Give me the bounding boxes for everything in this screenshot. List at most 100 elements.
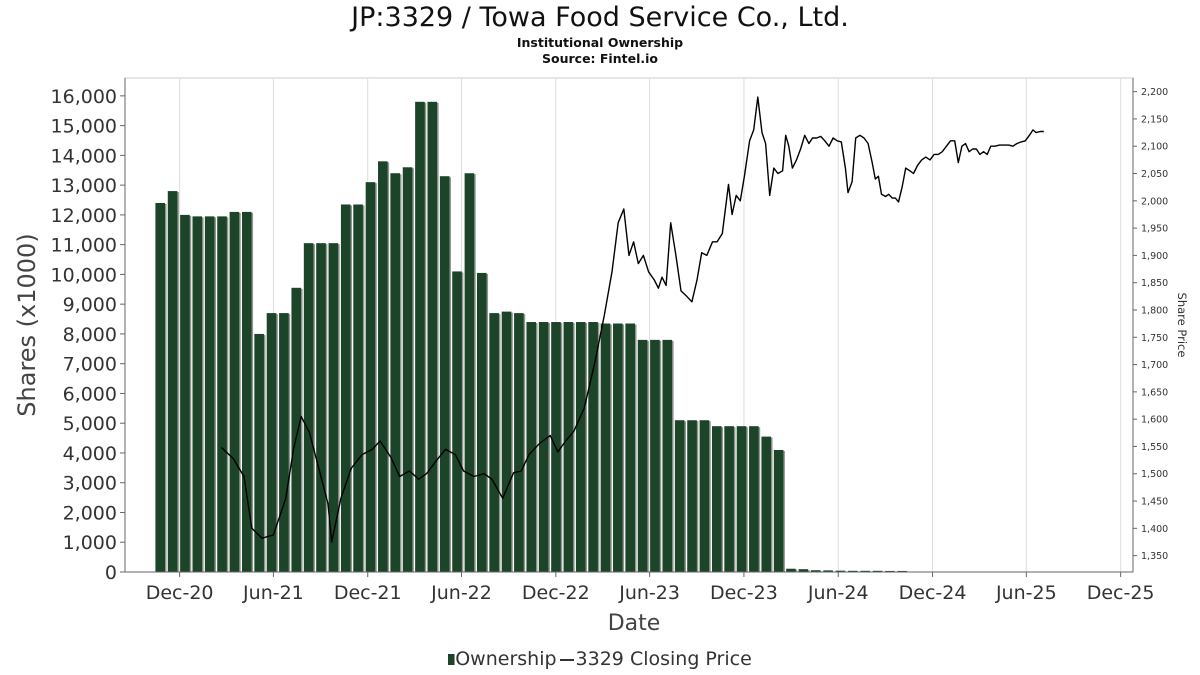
bar xyxy=(613,323,623,572)
bar xyxy=(588,322,598,572)
bar xyxy=(340,204,351,573)
y2-tick-label: 1,700 xyxy=(1141,360,1168,371)
y-tick-label: 4,000 xyxy=(63,443,117,465)
bar xyxy=(167,191,178,572)
y2-tick-label: 2,100 xyxy=(1141,142,1168,153)
y2-tick-label: 1,850 xyxy=(1141,278,1168,289)
bar xyxy=(835,570,846,572)
y-tick-label: 0 xyxy=(105,562,117,584)
bar xyxy=(810,570,821,572)
bar xyxy=(204,216,215,572)
bar xyxy=(155,202,166,572)
bar xyxy=(217,216,227,572)
y2-tick-label: 1,750 xyxy=(1141,333,1168,344)
bar xyxy=(353,204,363,573)
y2-tick-label: 1,350 xyxy=(1141,551,1168,562)
bar xyxy=(402,167,413,573)
y2-tick-label: 1,400 xyxy=(1141,524,1168,535)
bar xyxy=(736,426,747,572)
bar xyxy=(600,323,611,572)
bar xyxy=(254,333,264,572)
bar xyxy=(514,313,524,572)
y2-tick-label: 1,900 xyxy=(1141,251,1168,262)
bar xyxy=(180,214,190,572)
bar xyxy=(650,339,660,572)
bar xyxy=(427,101,438,573)
bar xyxy=(823,570,833,572)
bar xyxy=(749,426,759,572)
y-tick-label: 8,000 xyxy=(63,324,117,346)
y-tick-label: 1,000 xyxy=(63,532,117,554)
bar xyxy=(390,173,400,572)
x-axis-title: Date xyxy=(608,611,661,636)
x-tick-label: Dec-24 xyxy=(899,582,967,604)
y2-tick-label: 1,450 xyxy=(1141,497,1168,508)
legend-ownership-label: Ownership xyxy=(455,648,557,670)
bar xyxy=(662,339,673,572)
bar xyxy=(786,568,796,572)
y2-tick-label: 1,950 xyxy=(1141,224,1168,235)
bar xyxy=(674,420,685,572)
bar xyxy=(526,322,537,572)
x-tick-label: Dec-25 xyxy=(1087,582,1155,604)
legend: Ownership 3329 Closing Price xyxy=(0,648,1200,670)
bar xyxy=(489,313,499,572)
y2-tick-label: 1,800 xyxy=(1141,305,1168,316)
bar xyxy=(860,570,870,572)
bar xyxy=(538,322,549,572)
x-tick-label: Jun-25 xyxy=(995,582,1057,604)
bar xyxy=(711,426,722,572)
bar xyxy=(501,311,512,572)
bar xyxy=(761,436,772,572)
x-tick-label: Jun-21 xyxy=(242,582,304,604)
legend-price-label: 3329 Closing Price xyxy=(575,648,752,670)
x-tick-label: Jun-24 xyxy=(807,582,869,604)
y-tick-label: 2,000 xyxy=(63,502,117,524)
y-tick-label: 13,000 xyxy=(51,175,117,197)
y-tick-label: 10,000 xyxy=(51,264,117,286)
bar xyxy=(563,322,574,572)
bar xyxy=(773,449,784,572)
bar xyxy=(328,243,339,572)
y2-tick-label: 2,150 xyxy=(1141,114,1168,125)
bar xyxy=(452,271,462,572)
chart-subtitle: Institutional Ownership xyxy=(516,35,684,50)
bar xyxy=(365,182,376,573)
y-tick-label: 5,000 xyxy=(63,413,117,435)
bar xyxy=(229,211,240,573)
y-tick-label: 9,000 xyxy=(63,294,117,316)
legend-ownership-swatch xyxy=(448,654,456,665)
legend-price-swatch xyxy=(559,658,574,661)
bar xyxy=(316,243,326,572)
bar xyxy=(192,216,203,572)
price-line xyxy=(220,96,1044,543)
y-tick-label: 11,000 xyxy=(51,235,117,257)
bar xyxy=(885,570,895,572)
bar xyxy=(241,211,252,573)
bar xyxy=(303,243,314,572)
bar xyxy=(279,313,289,572)
bar xyxy=(798,569,809,572)
chart-title: JP:3329 / Towa Food Service Co., Ltd. xyxy=(351,2,849,33)
y-tick-label: 15,000 xyxy=(51,116,117,138)
y2-tick-label: 2,050 xyxy=(1141,169,1168,180)
y-axis-title: Shares (x1000) xyxy=(13,233,41,416)
y-tick-label: 14,000 xyxy=(51,145,117,167)
x-tick-label: Dec-20 xyxy=(146,582,214,604)
bar xyxy=(464,173,475,572)
y2-axis-title: Share Price xyxy=(1175,293,1189,358)
bar xyxy=(291,287,302,572)
y2-tick-label: 2,200 xyxy=(1141,87,1168,98)
bar xyxy=(848,570,858,572)
x-tick-label: Jun-23 xyxy=(618,582,680,604)
y-tick-label: 6,000 xyxy=(63,383,117,405)
bar xyxy=(637,339,648,572)
y-tick-label: 3,000 xyxy=(63,473,117,495)
y2-tick-label: 1,650 xyxy=(1141,387,1168,398)
bar xyxy=(476,272,487,572)
bar xyxy=(266,313,277,572)
bar xyxy=(872,570,883,572)
bar xyxy=(378,161,388,572)
y-tick-label: 12,000 xyxy=(51,205,117,227)
